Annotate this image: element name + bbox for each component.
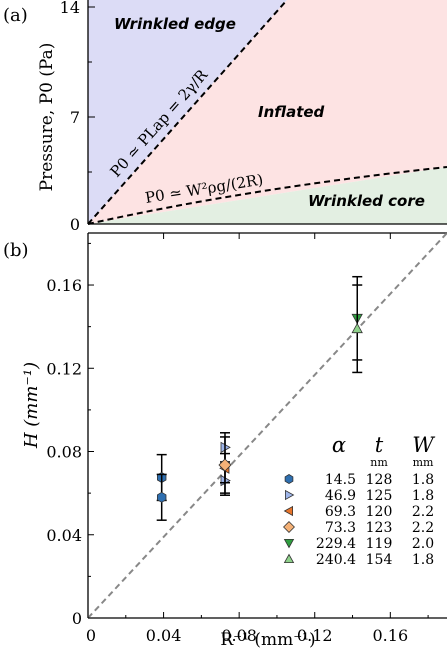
legend-marker-triangle-left: [283, 505, 294, 517]
region-wrinkled-core: [88, 167, 447, 224]
panel-a-ytick-label-7: 7: [70, 108, 80, 127]
panel-b-x-axis-label: R⁻¹ (mm⁻¹): [220, 630, 315, 650]
legend-w-value: 1.8: [412, 488, 434, 504]
legend-alpha-value: 73.3: [325, 520, 356, 536]
legend-alpha-value: 240.4: [316, 552, 356, 568]
legend-alpha-value: 14.5: [325, 472, 356, 488]
legend-w-value: 1.8: [412, 552, 434, 568]
region-label-wrinkled-edge: Wrinkled edge: [114, 15, 236, 33]
legend-header-t-unit: nm: [370, 456, 388, 469]
gravity-boundary-line: [87, 166, 447, 225]
legend-alpha-value: 69.3: [325, 504, 356, 520]
panel-a-ytick-label-14: 14: [60, 0, 80, 17]
panel-b-data-points: [156, 275, 363, 521]
x-tick-label: 0.12: [297, 626, 333, 645]
legend-alpha-value: 46.9: [325, 488, 356, 504]
legend-w-value: 2.0: [412, 536, 434, 552]
legend-w-value: 2.2: [412, 520, 434, 536]
panel-b-y-axis-label: H (mm⁻¹): [21, 362, 42, 449]
panel-b-label: (b): [3, 240, 29, 261]
legend-marker-triangle-up: [283, 553, 295, 563]
region-label-wrinkled-core: Wrinkled core: [308, 192, 425, 210]
panel-b-ticks: 00 0.04 0.04 0.08 0.08 0.12 0.12 0.16 0.16: [46, 233, 429, 645]
x-tick-label: 0: [86, 626, 96, 645]
legend-header-w-unit: mm: [413, 456, 434, 469]
y-tick-label: 0.12: [46, 359, 82, 378]
y-tick-label: 0.16: [46, 276, 82, 295]
legend-alpha-value: 229.4: [316, 536, 356, 552]
panel-a-ytick-label-0: 0: [70, 215, 80, 234]
region-label-inflated: Inflated: [258, 103, 325, 121]
data-point-hexagon: [156, 491, 167, 503]
legend: α t nm W mm 14.5 128 1.8 46.9 125 1.8 69.3 120 2…: [283, 433, 436, 568]
legend-t-value: 119: [366, 536, 393, 552]
panel-b: 00 0.04 0.04 0.08 0.08 0.12 0.12 0.16 0.16 (b) H…: [3, 232, 447, 650]
legend-t-value: 123: [366, 520, 393, 536]
legend-w-value: 1.8: [412, 472, 434, 488]
legend-marker-hexagon: [284, 474, 294, 484]
legend-rows: 14.5 128 1.8 46.9 125 1.8 69.3 120 2.2 73.3 123 2.2…: [283, 472, 434, 568]
legend-header-t: t: [375, 433, 384, 457]
legend-marker-triangle-down: [283, 539, 295, 549]
legend-header-alpha: α: [332, 433, 346, 457]
legend-t-value: 154: [366, 552, 393, 568]
legend-header-w: W: [412, 433, 436, 457]
data-point-diamond: [218, 458, 232, 472]
legend-t-value: 125: [366, 488, 393, 504]
legend-w-value: 2.2: [412, 504, 434, 520]
panel-a: (a) 14 7 0 Pressure, P0 (Pa) Wrinkled ed…: [3, 0, 447, 234]
data-point-triangle-up: [351, 322, 363, 334]
x-tick-label: 0.08: [221, 626, 257, 645]
reference-line-y-equals-x: [87, 232, 447, 619]
x-tick-label: 0.04: [146, 626, 182, 645]
panel-a-y-axis-label: Pressure, P0 (Pa): [37, 43, 57, 192]
x-tick-label: 0.16: [373, 626, 409, 645]
legend-marker-diamond: [283, 521, 295, 533]
y-tick-label: 0: [72, 609, 82, 628]
region-inflated: [88, 0, 447, 224]
legend-t-value: 120: [366, 504, 393, 520]
legend-t-value: 128: [366, 472, 393, 488]
y-tick-label: 0.08: [46, 443, 82, 462]
legend-marker-triangle-right: [284, 489, 295, 501]
y-tick-label: 0.04: [46, 526, 82, 545]
panel-a-label: (a): [3, 5, 28, 26]
